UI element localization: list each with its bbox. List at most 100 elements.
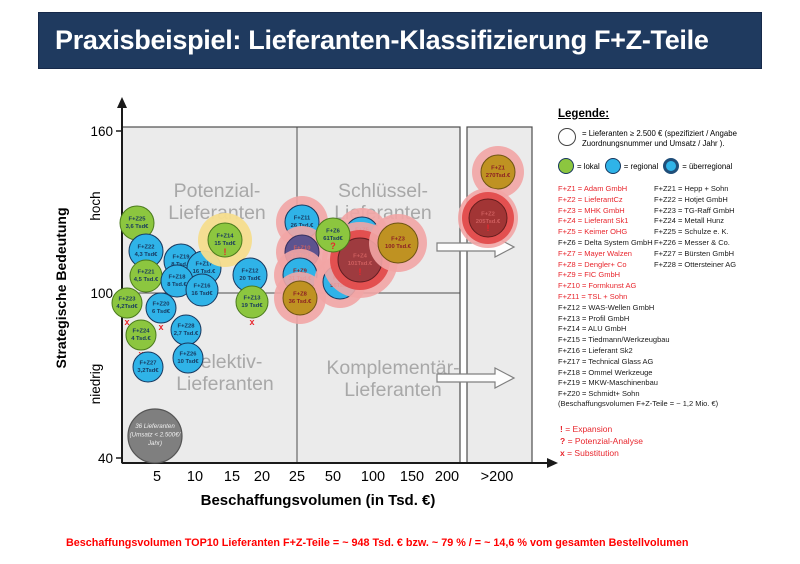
supplier-list-item: F+Z7 = Mayer Walzen xyxy=(558,248,632,258)
bubble-value-F+Z12: 20 Tsd€ xyxy=(239,276,261,282)
y-tick-label: 100 xyxy=(90,286,113,301)
bubble-F+Z1 xyxy=(480,154,516,190)
bubble-F+Z14 xyxy=(207,222,243,258)
symbol-legend: ! = Expansion ? = Potenzial-Analyse x = Su… xyxy=(560,423,643,459)
bubble-id-F+Z25: F+Z25 xyxy=(129,217,147,223)
white-circle-icon xyxy=(558,128,576,146)
supplier-list-item: F+Z14 = ALU GmbH xyxy=(558,324,627,334)
symbol-legend-item: ! = Expansion xyxy=(560,424,613,434)
bubble-value-F+Z11: 26 Tsd.€ xyxy=(291,223,315,229)
legend-category-row: = lokal = regional = überregional xyxy=(558,158,732,174)
supplier-list-item: F+Z23 = TG-Raff GmbH xyxy=(654,205,735,215)
bubble-id-F+Z1: F+Z1 xyxy=(491,166,505,172)
bubble-value-F+Z2: 205Tsd.€ xyxy=(476,219,501,225)
quadrant-label: Komplementär- xyxy=(326,357,459,379)
supplier-list-item: F+Z24 = Metall Hunz xyxy=(654,216,725,226)
bubble-F+Z26 xyxy=(172,342,204,374)
bubble-value-F+Z25: 3,6 Tsd€ xyxy=(126,224,150,230)
quadrant-label: Schlüssel- xyxy=(338,180,428,202)
bubble-value-F+Z28: 2,7 Tsd.€ xyxy=(174,331,199,337)
supplier-list-item: F+Z17 = Technical Glass AG xyxy=(558,356,654,366)
supplier-list-item: F+Z25 = Schulze e. K. xyxy=(654,227,729,237)
bubble-id-F+Z27: F+Z27 xyxy=(140,361,157,367)
bubble-F+Z16 xyxy=(185,273,219,307)
x-axis-arrow-icon xyxy=(547,458,558,468)
bubble-F+Z20 xyxy=(145,292,177,324)
bubble-id-F+Z17: F+Z17 xyxy=(196,262,213,268)
bubble-id-F+Z22: F+Z22 xyxy=(138,245,155,251)
bubble-marker-F+Z6: ? xyxy=(330,241,336,251)
bubble-id-F+Z13: F+Z13 xyxy=(244,296,262,302)
bubble-F+Z2 xyxy=(468,198,508,238)
bubble-id-F+Z28: F+Z28 xyxy=(178,324,196,330)
bubble-value-F+Z16: 16 Tsd€ xyxy=(191,291,213,297)
supplier-list-item: F+Z6 = Delta System GmbH xyxy=(558,237,653,247)
supplier-list-item: F+Z3 = MHK GmbH xyxy=(558,205,625,215)
supplier-list-item: F+Z2 = LieferantCz xyxy=(558,194,623,204)
bubble-value-F+Z26: 10 Tsd€ xyxy=(177,359,199,365)
bubble-id-F+Z10: F+Z10 xyxy=(294,246,311,252)
legend-category-label: = überregional xyxy=(682,161,733,171)
supplier-list-item: F+Z10 = Formkunst AG xyxy=(558,281,637,291)
summary-bubble-text: 36 Lieferanten xyxy=(135,423,175,430)
regional-circle-icon xyxy=(604,158,621,174)
bubble-value-F+Z21: 4,5 Tsd.€ xyxy=(134,277,159,283)
bubble-value-F+Z17: 16 Tsd.€ xyxy=(193,269,217,275)
bubble-value-F+Z6: 61Tsd€ xyxy=(323,236,343,242)
page-title: Praxisbeispiel: Lieferanten-Klassifizier… xyxy=(55,25,709,55)
volume-note: (Beschaffungsvolumen F+Z-Teile = ~ 1,2 M… xyxy=(558,399,719,408)
x-axis-title: Beschaffungsvolumen (in Tsd. €) xyxy=(201,492,436,509)
x-tick-label: 100 xyxy=(361,469,385,485)
bubble-id-F+Z23: F+Z23 xyxy=(119,297,137,303)
bubble-F+Z27 xyxy=(132,351,164,383)
bubble-id-F+Z6: F+Z6 xyxy=(326,229,340,235)
x-tick-label: 200 xyxy=(435,469,459,485)
supplier-list-item: F+Z13 = Profil GmbH xyxy=(558,313,630,323)
bubble-marker-F+Z4: ! xyxy=(359,267,362,277)
quadrant-label: Selektiv- xyxy=(188,351,263,373)
bubble-id-F+Z12: F+Z12 xyxy=(242,269,259,275)
supplier-list-item: F+Z5 = Keimer OHG xyxy=(558,227,628,237)
supplier-list-item: F+Z28 = Ottersteiner AG xyxy=(654,259,737,269)
bubble-id-F+Z11: F+Z11 xyxy=(294,216,311,222)
supplier-list-item: F+Z1 = Adam GmbH xyxy=(558,184,628,193)
bubble-id-F+Z9: F+Z9 xyxy=(293,269,307,275)
bubble-value-F+Z13: 19 Tsd€ xyxy=(241,303,263,309)
y-tick-label: 160 xyxy=(90,124,113,139)
bubble-F+Z24 xyxy=(125,319,157,351)
x-tick-label: 25 xyxy=(289,469,305,485)
bubble-value-F+Z1: 270Tsd.€ xyxy=(486,173,511,179)
supplier-list-item: F+Z8 = Dengler+ Co xyxy=(558,259,627,269)
bubble-id-F+Z4: F+Z4 xyxy=(353,254,367,260)
supplier-list-item: F+Z15 = Tiedmann/Werkzeugbau xyxy=(558,335,670,345)
bubble-value-F+Z23: 4,2Tsd€ xyxy=(116,304,138,310)
bubble-marker-F+Z14: ! xyxy=(224,247,227,257)
bubble-id-F+Z2: F+Z2 xyxy=(481,212,495,218)
bubble-F+Z21 xyxy=(129,259,163,293)
supplier-list-item: F+Z22 = Hotjet GmbH xyxy=(654,194,728,204)
y-axis-arrow-icon xyxy=(117,97,127,108)
bubble-marker-F+Z23: x xyxy=(124,317,129,327)
supplier-list-item: F+Z16 = Lieferant Sk2 xyxy=(558,345,633,355)
symbol-legend-item: x = Substitution xyxy=(560,448,619,458)
legend-category-ueberregional: = überregional xyxy=(663,158,732,174)
summary-bubble-text: Jahr) xyxy=(147,440,162,447)
x-tick-label: 10 xyxy=(187,469,203,485)
lokal-circle-icon xyxy=(558,158,574,174)
summary-bubble-text: (Umsatz < 2.500€/ xyxy=(130,432,182,439)
quadrant-label: Lieferanten xyxy=(176,373,274,395)
bubble-id-F+Z14: F+Z14 xyxy=(217,234,235,240)
bubble-id-F+Z18: F+Z18 xyxy=(169,275,187,281)
bubble-value-F+Z19: 8 Tsd.€ xyxy=(171,262,191,268)
bubble-value-F+Z8: 36 Tsd.€ xyxy=(289,299,313,305)
legend-category-lokal: = lokal xyxy=(558,158,600,174)
bubble-F+Z8 xyxy=(282,280,318,316)
bubble-marker-F+Z2: ! xyxy=(487,223,490,233)
x-overflow-tick-label: >200 xyxy=(481,469,514,485)
legend-threshold-row: = Lieferanten ≥ 2.500 € (spezifiziert / … xyxy=(558,127,796,149)
supplier-list-item: F+Z18 = Ommel Werkzeuge xyxy=(558,367,653,377)
bubble-value-F+Z18: 8 Tsd.€ xyxy=(167,282,187,288)
bubble-id-F+Z3: F+Z3 xyxy=(391,237,405,243)
supplier-list-item: F+Z21 = Hepp + Sohn xyxy=(654,184,729,193)
